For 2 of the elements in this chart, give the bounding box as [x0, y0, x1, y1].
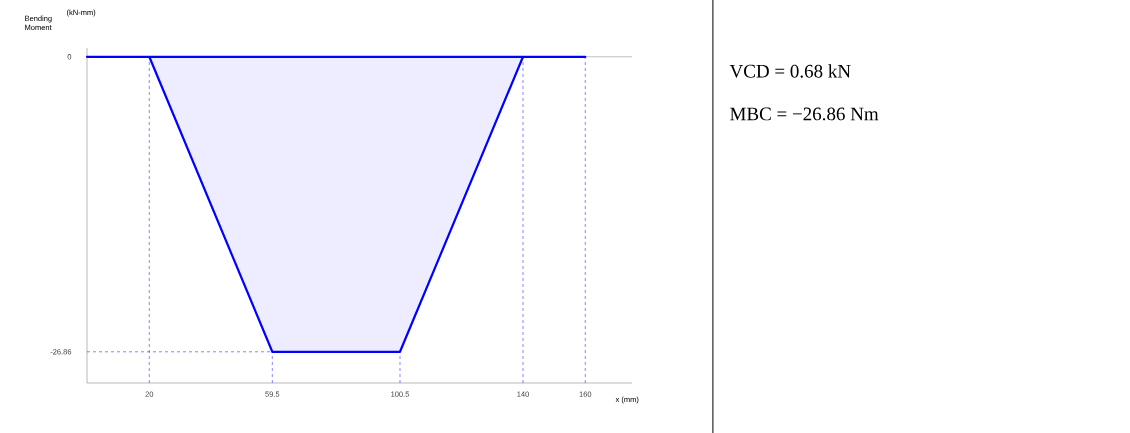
text: VCD = 0.68 kN	[729, 64, 851, 78]
text: MBC = −26.86 Nm	[730, 107, 879, 121]
